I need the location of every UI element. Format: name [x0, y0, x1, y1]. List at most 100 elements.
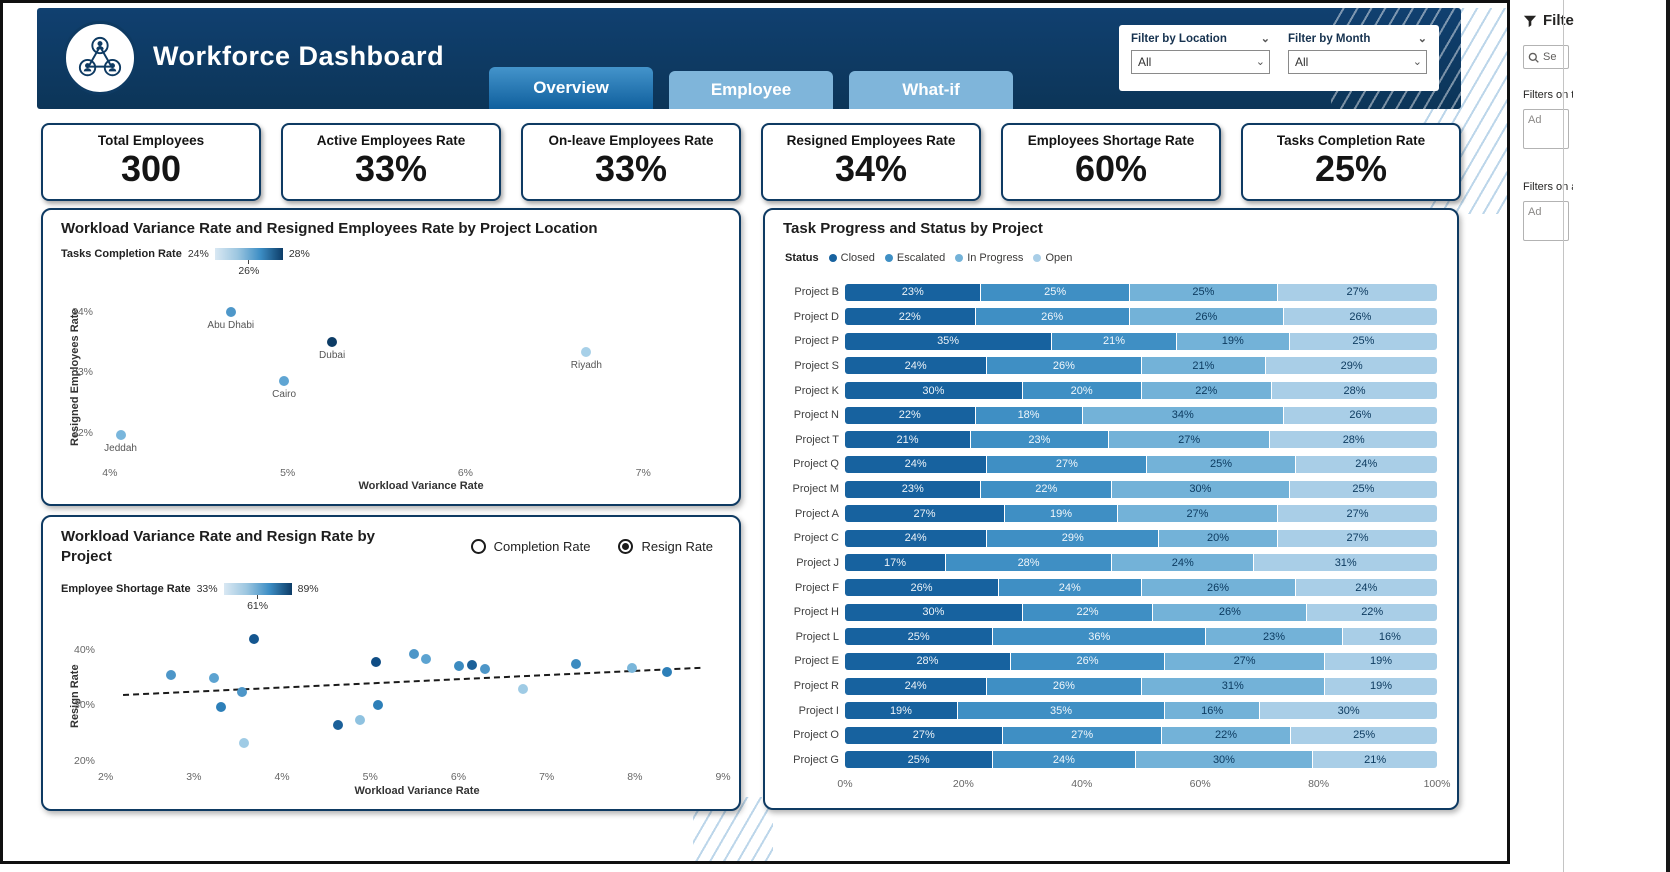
bar-segment[interactable]: 21% — [1141, 357, 1266, 375]
scatter-point[interactable] — [237, 686, 248, 697]
bar-segment[interactable]: 18% — [975, 406, 1082, 424]
scatter-point[interactable] — [327, 337, 338, 348]
bar-segment[interactable]: 27% — [1277, 283, 1437, 301]
bar-segment[interactable]: 27% — [1277, 529, 1437, 547]
legend-item[interactable]: In Progress — [955, 252, 1023, 264]
bar-segment[interactable]: 29% — [1266, 357, 1437, 375]
bar-segment[interactable]: 29% — [987, 529, 1159, 547]
bar-segment[interactable]: 22% — [981, 480, 1112, 498]
bar-segment[interactable]: 27% — [845, 505, 1005, 523]
bar-segment[interactable]: 26% — [845, 579, 999, 596]
bar-segment[interactable]: 26% — [1283, 308, 1437, 326]
scatter-point[interactable] — [373, 699, 384, 710]
legend-item[interactable]: Open — [1033, 252, 1072, 264]
bar-segment[interactable]: 27% — [1003, 726, 1161, 744]
scatter-point[interactable] — [570, 658, 581, 669]
bar-segment[interactable]: 19% — [1005, 505, 1117, 523]
bar-segment[interactable]: 26% — [987, 357, 1141, 375]
bar-segment[interactable]: 25% — [845, 628, 993, 646]
bar-segment[interactable]: 21% — [1052, 332, 1176, 350]
bar-segment[interactable]: 22% — [1161, 726, 1291, 744]
add-filter-field[interactable]: Ad — [1523, 201, 1569, 241]
scatter-point[interactable] — [209, 673, 220, 684]
bar-segment[interactable]: 30% — [1135, 751, 1313, 769]
tab-what-if[interactable]: What-if — [849, 71, 1013, 109]
bar-segment[interactable]: 26% — [1010, 652, 1165, 670]
bar-segment[interactable]: 19% — [1325, 677, 1437, 695]
legend-item[interactable]: Escalated — [884, 252, 945, 264]
scatter-point[interactable] — [409, 648, 420, 659]
chevron-down-icon[interactable]: ⌄ — [1417, 33, 1427, 45]
bar-segment[interactable]: 23% — [1206, 628, 1342, 646]
bar-segment[interactable]: 28% — [845, 652, 1010, 670]
scatter-point[interactable] — [332, 719, 343, 730]
scatter-point[interactable] — [248, 634, 259, 645]
bar-segment[interactable]: 31% — [1254, 554, 1437, 572]
bar-segment[interactable]: 19% — [1325, 652, 1437, 670]
bar-segment[interactable]: 17% — [845, 554, 946, 572]
scatter-point[interactable] — [239, 738, 250, 749]
bar-segment[interactable]: 19% — [845, 702, 957, 720]
bar-segment[interactable]: 16% — [1342, 628, 1437, 646]
bar-segment[interactable]: 24% — [1295, 579, 1437, 596]
radio-completion-rate[interactable]: Completion Rate — [470, 539, 590, 554]
bar-segment[interactable]: 23% — [845, 283, 981, 301]
bar-segment[interactable]: 22% — [845, 406, 975, 424]
scatter-point[interactable] — [479, 664, 490, 675]
bar-segment[interactable]: 31% — [1141, 677, 1325, 695]
bar-segment[interactable]: 20% — [1159, 529, 1277, 547]
bar-segment[interactable]: 24% — [999, 579, 1141, 596]
bar-segment[interactable]: 25% — [1289, 480, 1437, 498]
scatter-point[interactable] — [354, 715, 365, 726]
bar-segment[interactable]: 22% — [845, 308, 975, 326]
tab-overview[interactable]: Overview — [489, 67, 653, 109]
bar-segment[interactable]: 25% — [1129, 283, 1277, 301]
scatter-point[interactable] — [420, 653, 431, 664]
bar-segment[interactable]: 21% — [1313, 751, 1437, 769]
bar-segment[interactable]: 19% — [1176, 332, 1289, 350]
bar-segment[interactable]: 26% — [1129, 308, 1283, 326]
bar-segment[interactable]: 34% — [1082, 406, 1283, 424]
bar-segment[interactable]: 22% — [1022, 603, 1153, 621]
bar-segment[interactable]: 30% — [1260, 702, 1437, 720]
bar-segment[interactable]: 25% — [845, 751, 993, 769]
bar-segment[interactable]: 26% — [975, 308, 1129, 326]
bar-segment[interactable]: 36% — [993, 628, 1206, 646]
bar-segment[interactable]: 24% — [993, 751, 1135, 769]
bar-segment[interactable]: 25% — [1291, 726, 1437, 744]
scatter-point[interactable] — [216, 701, 227, 712]
bar-segment[interactable]: 26% — [1141, 579, 1295, 596]
bar-segment[interactable]: 26% — [987, 677, 1141, 695]
chevron-down-icon[interactable]: ⌄ — [1260, 33, 1270, 45]
location-filter-dropdown[interactable]: All ⌄ — [1131, 50, 1270, 74]
scatter-point[interactable] — [165, 669, 176, 680]
bar-segment[interactable]: 26% — [1283, 406, 1437, 424]
bar-segment[interactable]: 24% — [845, 455, 987, 473]
bar-segment[interactable]: 24% — [845, 529, 987, 547]
bar-segment[interactable]: 20% — [1022, 382, 1141, 399]
bar-segment[interactable]: 25% — [1289, 332, 1437, 350]
scatter-point[interactable] — [466, 659, 477, 670]
add-filter-field[interactable]: Ad — [1523, 109, 1569, 149]
filters-search-input[interactable]: Se — [1523, 45, 1569, 69]
bar-segment[interactable]: 24% — [845, 357, 987, 375]
bar-segment[interactable]: 35% — [845, 332, 1052, 350]
tab-employee[interactable]: Employee — [669, 71, 833, 109]
bar-segment[interactable]: 27% — [1117, 505, 1277, 523]
bar-segment[interactable]: 16% — [1165, 702, 1260, 720]
bar-segment[interactable]: 30% — [845, 603, 1022, 621]
bar-segment[interactable]: 25% — [1147, 455, 1295, 473]
bar-segment[interactable]: 24% — [845, 677, 987, 695]
bar-segment[interactable]: 27% — [845, 726, 1003, 744]
scatter-point[interactable] — [225, 307, 236, 318]
bar-segment[interactable]: 25% — [981, 283, 1129, 301]
bar-segment[interactable]: 21% — [845, 431, 970, 449]
scatter-point[interactable] — [115, 430, 126, 441]
bar-segment[interactable]: 22% — [1141, 382, 1272, 399]
bar-segment[interactable]: 30% — [845, 382, 1022, 399]
scatter-point[interactable] — [279, 375, 290, 386]
radio-resign-rate[interactable]: Resign Rate — [618, 539, 713, 554]
scatter-point[interactable] — [454, 661, 465, 672]
month-filter-dropdown[interactable]: All ⌄ — [1288, 50, 1427, 74]
bar-segment[interactable]: 23% — [970, 431, 1108, 449]
